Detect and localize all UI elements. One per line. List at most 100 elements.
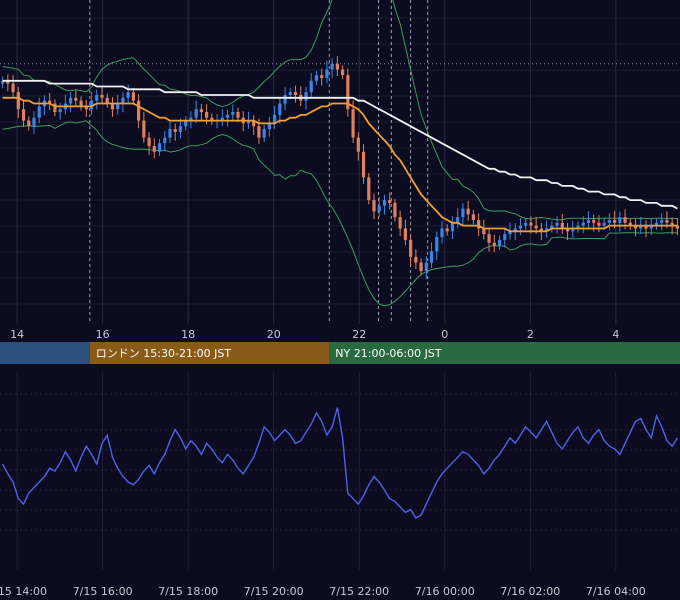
candle-body [654,222,659,226]
candle-body [325,69,329,78]
candle-body [79,100,83,107]
candle-body [398,217,402,229]
candle-body [58,109,62,113]
candle-body [147,137,151,147]
candle-body [545,228,549,232]
session-label: ロンドン 15:30-21:00 JST [96,347,232,360]
candle-body [419,262,423,272]
candle-body [48,100,52,104]
candle-body [660,219,664,223]
candle-body [409,239,413,257]
candle-body [670,222,674,226]
candle-body [1,80,5,84]
price-x-tick-label: 22 [352,328,366,341]
candle-body [283,95,287,104]
price-x-tick-label: 2 [527,328,534,341]
candle-body [440,228,444,237]
candle-body [534,225,538,229]
candle-body [456,217,460,223]
candle-body [116,103,120,110]
candle-body [335,63,339,70]
candle-body [539,228,543,232]
candle-body [341,69,345,76]
candle-body [592,219,596,223]
candle-body [665,219,669,223]
candle-body [131,92,135,101]
price-panel [0,0,680,324]
candle-body [121,97,125,104]
candle-body [53,103,57,113]
session-label: NY 21:00-06:00 JST [335,347,442,360]
candle-body [414,256,418,263]
candle-body [424,262,428,272]
candle-body [518,225,523,229]
candle-body [27,120,31,127]
price-x-tick-label: 16 [96,328,110,341]
candle-body [84,106,88,110]
candle-body [367,177,371,201]
candle-body [126,92,130,98]
candle-body [257,126,261,138]
session-segment [329,342,680,364]
oscillator-x-axis: 7/15 14:00 7/15 16:00 7/15 18:00 7/15 20:00… [0,585,646,598]
candle-body [330,63,334,70]
candle-body [461,208,465,218]
candle-body [157,143,162,152]
candle-body [576,225,580,229]
candle-body [550,225,554,229]
candle-body [74,97,78,101]
ma-short-line [2,96,678,233]
candle-body [246,120,251,124]
candle-body [393,202,397,218]
bollinger-upper [2,0,678,221]
candle-body [231,112,235,115]
candle-body [346,75,350,110]
price-x-tick-label: 14 [10,328,24,341]
osc-x-tick-label: 7/15 20:00 [244,585,304,598]
candle-body [633,225,638,229]
candle-body [372,200,376,212]
candle-body [278,103,282,115]
price-x-tick-label: 18 [181,328,195,341]
candle-body [639,225,643,229]
candlesticks [1,56,679,279]
session-segment [0,342,90,364]
candle-body [450,222,455,232]
price-x-tick-label: 4 [612,328,619,341]
candle-body [236,112,240,118]
candle-body [618,217,622,223]
candle-body [168,129,172,138]
candle-body [613,219,617,223]
price-x-tick-label: 0 [441,328,448,341]
osc-x-tick-label: 7/16 04:00 [586,585,646,598]
candle-body [205,112,209,118]
candle-body [351,109,355,138]
candle-body [487,234,491,243]
candle-body [503,234,507,240]
candle-body [403,228,407,240]
candle-body [571,228,575,232]
candle-body [210,117,214,121]
candle-body [89,100,94,110]
candle-body [382,200,387,206]
candle-body [513,228,517,232]
candle-body [435,237,439,252]
candle-body [137,100,141,121]
candle-body [152,146,156,152]
candle-body [471,214,475,220]
candle-body [178,126,183,132]
ma-long-line [2,79,678,210]
candle-body [11,83,15,93]
osc-x-tick-label: 7/16 00:00 [415,585,475,598]
bollinger-bands [2,0,678,307]
candle-body [262,129,266,138]
osc-x-tick-label: 7/16 02:00 [500,585,560,598]
candle-body [649,225,653,229]
candle-body [675,225,679,229]
candle-body [320,75,324,78]
candle-body [100,95,104,98]
candle-body [623,217,627,223]
osc-x-tick-label: 7/15 14:00 [0,585,47,598]
candle-body [304,92,308,101]
